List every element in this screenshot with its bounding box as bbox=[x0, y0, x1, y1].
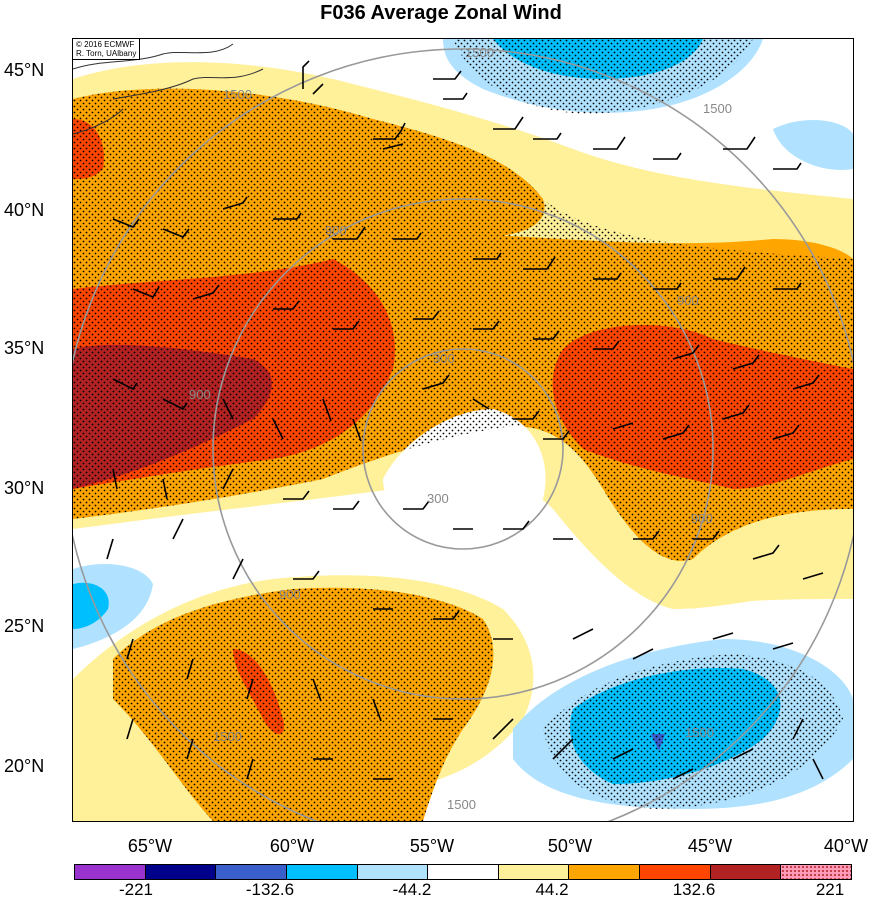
lon-label: 60°W bbox=[269, 836, 315, 856]
contour-circles bbox=[73, 48, 853, 821]
colorbar-label: -132.6 bbox=[245, 880, 295, 899]
credit-line: © 2016 ECMWF bbox=[76, 40, 135, 49]
colorbar bbox=[74, 864, 852, 880]
stipple-overlay-north bbox=[453, 39, 753, 114]
colorbar-swatch bbox=[498, 865, 570, 879]
contour-label: 900 bbox=[325, 223, 347, 238]
stipple-overlay-south bbox=[113, 587, 494, 821]
colorbar-label: -221 bbox=[118, 880, 154, 899]
map-canvas bbox=[73, 39, 853, 821]
colorbar-swatch bbox=[357, 865, 429, 879]
colorbar-swatch bbox=[428, 865, 499, 879]
contour-label: 1500 bbox=[447, 797, 476, 812]
contour-label: 1500 bbox=[223, 87, 252, 102]
wind-barbs bbox=[106, 60, 824, 780]
lon-label: 50°W bbox=[547, 836, 593, 856]
lat-label: 20°N bbox=[4, 756, 45, 776]
contour-label: 900 bbox=[189, 387, 211, 402]
contour-label: 1500 bbox=[465, 45, 494, 60]
lon-label: 65°W bbox=[127, 836, 173, 856]
credit-box: © 2016 ECMWF R. Torn, UAlbany bbox=[72, 38, 141, 60]
colorbar-swatch bbox=[286, 865, 358, 879]
lat-label: 45°N bbox=[4, 60, 45, 80]
stipple-overlay-central bbox=[73, 88, 853, 561]
colorbar-swatch bbox=[75, 865, 146, 879]
contour-label: 300 bbox=[433, 351, 455, 366]
colorbar-swatch bbox=[569, 865, 641, 879]
map-plot-area[interactable]: 1500 1500 1500 900 900 900 900 900 300 3… bbox=[72, 38, 854, 822]
stipple-overlay-se bbox=[543, 654, 843, 809]
lon-label: 40°W bbox=[823, 836, 869, 856]
colorbar-label: -44.2 bbox=[392, 880, 432, 899]
colorbar-swatch bbox=[145, 865, 217, 879]
colorbar-label: 44.2 bbox=[535, 880, 569, 899]
colorbar-label: 221 bbox=[815, 880, 845, 899]
lightblue-region-ne bbox=[773, 119, 853, 170]
coastline bbox=[73, 43, 264, 135]
lon-label: 45°W bbox=[687, 836, 733, 856]
contour-label: 900 bbox=[677, 293, 699, 308]
colorbar-label: 132.6 bbox=[672, 880, 716, 899]
contour-label: 300 bbox=[427, 491, 449, 506]
lat-label: 30°N bbox=[4, 478, 45, 498]
lon-label: 55°W bbox=[409, 836, 455, 856]
lat-label: 25°N bbox=[4, 616, 45, 636]
lat-label: 40°N bbox=[4, 200, 45, 220]
colorbar-swatch bbox=[640, 865, 711, 879]
map-title: F036 Average Zonal Wind bbox=[320, 2, 562, 24]
colorbar-swatch bbox=[710, 865, 782, 879]
contour-label: 1500 bbox=[213, 729, 242, 744]
lat-label: 35°N bbox=[4, 338, 45, 358]
colorbar-swatch bbox=[781, 865, 852, 879]
contour-label: 900 bbox=[691, 511, 713, 526]
contour-label: 1500 bbox=[703, 101, 732, 116]
colorbar-swatch bbox=[216, 865, 287, 879]
credit-line: R. Torn, UAlbany bbox=[76, 49, 137, 58]
contour-label: 1500 bbox=[685, 725, 714, 740]
contour-label: 900 bbox=[279, 587, 301, 602]
